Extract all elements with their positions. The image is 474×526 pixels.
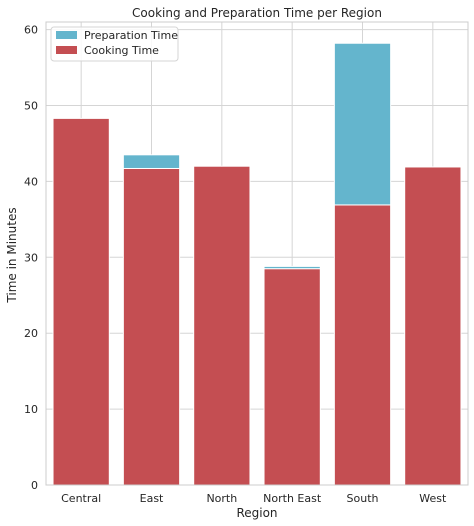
y-axis-label: Time in Minutes xyxy=(5,207,19,303)
y-tick-label: 10 xyxy=(24,403,38,416)
y-tick-label: 40 xyxy=(24,175,38,188)
x-tick-labels: Central East North North East South West xyxy=(61,492,447,505)
y-tick-label: 0 xyxy=(31,479,38,492)
bar-cooking-north-east xyxy=(263,268,321,486)
bar-preparation-north-east xyxy=(263,265,321,270)
legend: Preparation Time Cooking Time xyxy=(50,26,179,62)
bar-preparation-south xyxy=(333,42,392,206)
x-tick-label: East xyxy=(140,492,164,505)
bar-cooking-west xyxy=(404,166,462,486)
y-tick-label: 20 xyxy=(24,327,38,340)
bar-cooking-south xyxy=(333,204,392,486)
legend-label: Cooking Time xyxy=(84,44,159,57)
legend-swatch xyxy=(56,31,77,39)
x-tick-label: North xyxy=(206,492,237,505)
y-tick-label: 50 xyxy=(24,99,38,112)
legend-label: Preparation Time xyxy=(84,29,178,42)
bar-preparation-east xyxy=(122,154,181,169)
bars xyxy=(52,42,462,486)
plot-frame xyxy=(45,21,469,486)
legend-box xyxy=(50,26,179,62)
x-tick-label: West xyxy=(419,492,447,505)
x-tick-label: South xyxy=(347,492,379,505)
x-tick-label: North East xyxy=(263,492,322,505)
bar-cooking-east xyxy=(122,167,181,486)
y-tick-labels: 0 10 20 30 40 50 60 xyxy=(24,24,38,492)
bar-cooking-north xyxy=(193,165,251,486)
bar-cooking-central xyxy=(52,117,110,486)
y-tick-label: 60 xyxy=(24,24,38,37)
x-axis-label: Region xyxy=(236,506,277,520)
legend-swatch xyxy=(56,46,77,54)
chart-title: Cooking and Preparation Time per Region xyxy=(132,6,382,20)
y-tick-label: 30 xyxy=(24,251,38,264)
x-tick-label: Central xyxy=(61,492,101,505)
